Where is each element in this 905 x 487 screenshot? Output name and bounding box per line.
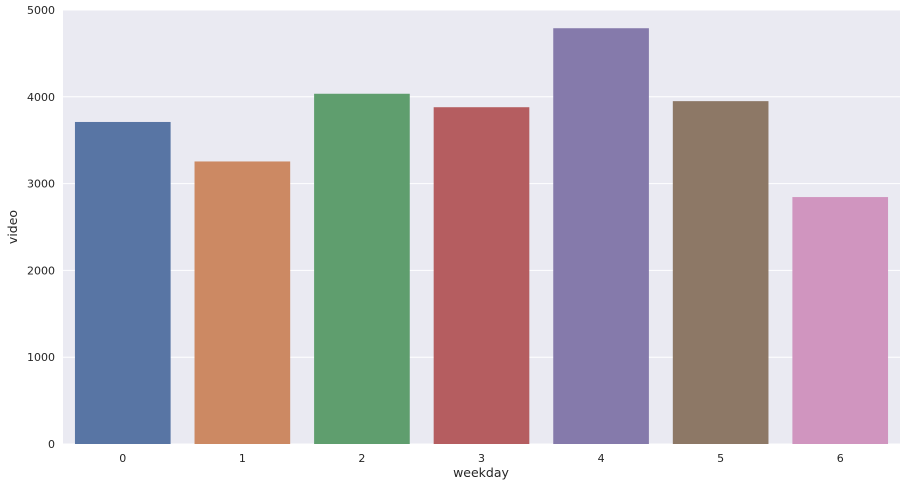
x-tick-labels: 0 1 2 3 4 5 6: [119, 452, 843, 465]
x-tick-label: 2: [358, 452, 365, 465]
y-tick-label: 1000: [27, 351, 55, 364]
y-tick-label: 0: [48, 438, 55, 451]
x-tick-label: 6: [837, 452, 844, 465]
y-tick-label: 3000: [27, 178, 55, 191]
y-tick-label: 2000: [27, 264, 55, 277]
bar-0: [74, 121, 171, 445]
x-tick-label: 3: [478, 452, 485, 465]
bars: [74, 28, 889, 445]
x-tick-label: 4: [598, 452, 605, 465]
x-tick-label: 5: [717, 452, 724, 465]
bar-5: [672, 101, 769, 444]
bar-6: [792, 197, 889, 444]
bar-3: [433, 107, 530, 444]
bar-1: [194, 161, 291, 444]
y-axis-label: video: [5, 210, 20, 244]
bar-2: [314, 93, 410, 445]
x-tick-label: 0: [119, 452, 126, 465]
y-tick-labels: 0 1000 2000 3000 4000 5000: [27, 4, 55, 451]
bar-4: [553, 28, 649, 445]
x-axis-label: weekday: [453, 465, 509, 480]
y-tick-label: 4000: [27, 91, 55, 104]
x-tick-label: 1: [239, 452, 246, 465]
y-tick-label: 5000: [27, 4, 55, 17]
